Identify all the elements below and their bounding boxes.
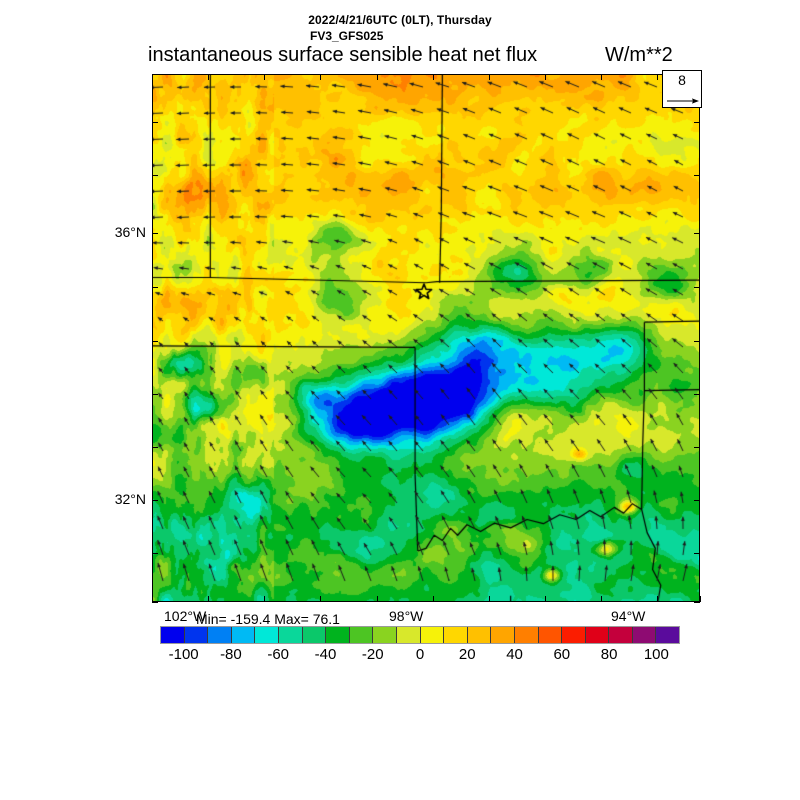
colorbar-tick-label: 80 <box>600 646 618 663</box>
lon-axis-label: 98°W <box>389 608 424 624</box>
lon-tick <box>264 74 265 80</box>
lon-tick <box>545 596 546 602</box>
lon-axis-label: 102°W <box>164 608 207 624</box>
colorbar-segment <box>444 627 468 643</box>
date-line: 2022/4/21/6UTC (0LT), Thursday <box>308 13 492 27</box>
colorbar-segment <box>278 627 303 643</box>
colorbar-segment <box>161 627 185 643</box>
colorbar-segment <box>609 627 633 643</box>
colorbar-tick-label: 40 <box>506 646 523 663</box>
colorbar-tick-label: -40 <box>314 646 337 663</box>
colorbar-segment <box>349 627 374 643</box>
lon-tick <box>320 596 321 602</box>
colorbar-tick-label: 100 <box>643 646 669 663</box>
lon-tick <box>700 596 701 602</box>
colorbar-segment <box>467 627 492 643</box>
colorbar-tick-label: 60 <box>553 646 571 663</box>
lat-axis-label: 32°N <box>114 491 146 507</box>
lon-tick <box>545 74 546 80</box>
lat-tick <box>152 602 158 603</box>
lon-tick <box>601 74 602 80</box>
lon-tick <box>489 74 490 80</box>
colorbar-segment <box>656 627 680 643</box>
colorbar-segment <box>184 627 209 643</box>
colorbar-segment <box>562 627 586 643</box>
lon-tick <box>152 74 153 80</box>
lon-tick <box>208 74 209 80</box>
lat-tick <box>694 500 700 501</box>
colorbar-segment <box>208 627 232 643</box>
colorbar-segment <box>255 627 279 643</box>
lat-tick <box>694 122 700 123</box>
lon-tick <box>377 74 378 80</box>
lon-tick <box>264 596 265 602</box>
colorbar-segment <box>585 627 610 643</box>
colorbar-segment <box>231 627 256 643</box>
lon-tick <box>433 596 434 602</box>
reference-vector-arrow-icon <box>667 98 699 104</box>
lat-tick <box>152 175 158 176</box>
lon-tick <box>657 74 658 80</box>
lon-tick <box>377 596 378 602</box>
lat-tick <box>694 602 700 603</box>
lon-tick <box>433 74 434 80</box>
colorbar-tick-label: 20 <box>458 646 476 663</box>
lon-axis-label: 94°W <box>611 608 646 624</box>
colorbar-segment <box>514 627 539 643</box>
lat-tick <box>694 287 700 288</box>
lon-tick <box>657 596 658 602</box>
colorbar-segment <box>396 627 421 643</box>
lat-tick <box>694 341 700 342</box>
lat-tick <box>152 447 158 448</box>
heatmap-field-canvas <box>153 75 699 601</box>
map-plot-area <box>152 74 700 602</box>
lat-tick <box>694 553 700 554</box>
lat-tick <box>694 447 700 448</box>
lat-tick <box>152 287 158 288</box>
colorbar-segment <box>302 627 327 643</box>
lat-tick <box>152 74 158 75</box>
vector-reference-legend: 8 <box>662 70 702 108</box>
colorbar-tick-label: -80 <box>220 646 242 663</box>
vector-reference-value: 8 <box>678 72 686 88</box>
lat-tick <box>152 553 158 554</box>
colorbar-tick-labels: -100 -80 -60 -40 -20 0 20 40 60 80 100 <box>160 646 680 666</box>
page-title: instantaneous surface sensible heat net … <box>148 44 538 66</box>
lat-tick <box>152 394 158 395</box>
lat-tick <box>694 233 700 234</box>
colorbar-segment <box>420 627 445 643</box>
lat-tick <box>694 394 700 395</box>
colorbar-tick-label: 0 <box>415 646 425 663</box>
units-label: W/m**2 <box>605 44 673 66</box>
lat-tick <box>152 122 158 123</box>
colorbar-tick-label: -100 <box>168 646 199 663</box>
colorbar <box>160 626 680 644</box>
colorbar-segment <box>373 627 397 643</box>
colorbar-segment <box>632 627 657 643</box>
lat-tick <box>152 233 158 234</box>
colorbar-tick-label: -60 <box>267 646 290 663</box>
lat-tick <box>694 175 700 176</box>
min-max-stats: Min= -159.4 Max= 76.1 <box>196 611 340 627</box>
colorbar-segment <box>538 627 563 643</box>
lon-tick <box>152 596 153 602</box>
lon-tick <box>320 74 321 80</box>
lat-axis-label: 36°N <box>114 224 146 240</box>
model-name-line: FV3_GFS025 <box>310 29 384 43</box>
lat-tick <box>152 341 158 342</box>
colorbar-tick-label: -20 <box>361 646 384 663</box>
colorbar-segment <box>491 627 515 643</box>
colorbar-segment <box>326 627 350 643</box>
lon-tick <box>489 596 490 602</box>
lat-tick <box>152 500 158 501</box>
lon-tick <box>208 596 209 602</box>
lon-tick <box>601 596 602 602</box>
